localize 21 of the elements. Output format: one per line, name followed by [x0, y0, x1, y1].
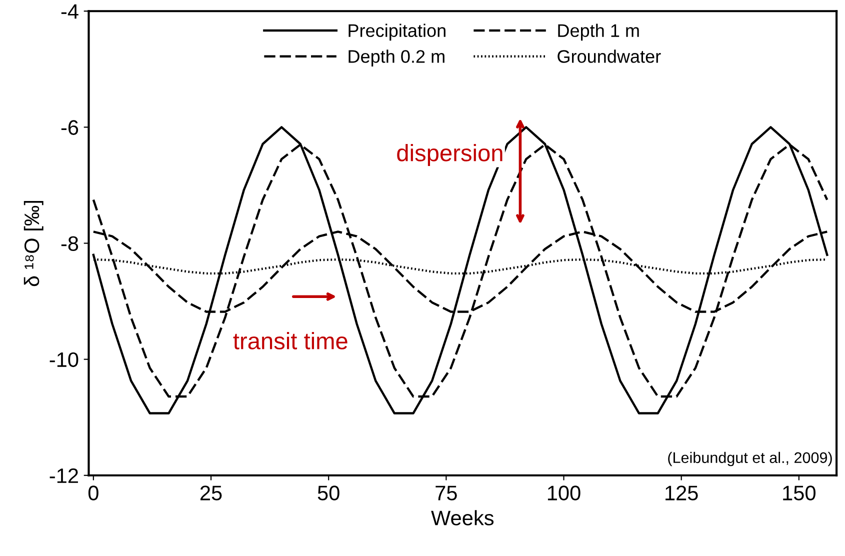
x-tick-label: 25 — [200, 486, 222, 500]
y-tick-label: -6 — [61, 120, 78, 135]
y-tick-label: -12 — [50, 468, 78, 483]
legend-label: Precipitation — [348, 24, 446, 41]
x-axis-title: Weeks — [431, 510, 494, 526]
y-tick-label: -10 — [50, 352, 78, 368]
annotation: (Leibundgut et al., 2009) — [668, 452, 832, 466]
annotation: transit time — [233, 332, 348, 350]
x-tick-label: 100 — [548, 486, 580, 500]
legend-label: Depth 1 m — [558, 24, 639, 41]
y-axis-title: δ ¹⁸O [‰] — [24, 200, 44, 286]
y-tick-label: -8 — [61, 236, 78, 252]
x-tick-label: 50 — [318, 486, 340, 500]
x-tick-label: 150 — [783, 486, 816, 500]
y-tick-label: -4 — [61, 4, 78, 19]
x-tick-label: 0 — [88, 486, 98, 500]
legend-label: Depth 0.2 m — [348, 50, 444, 66]
legend-label: Groundwater — [558, 50, 661, 63]
x-tick-label: 125 — [666, 486, 698, 500]
x-tick-label: 75 — [436, 486, 457, 500]
annotation: dispersion — [397, 144, 502, 166]
